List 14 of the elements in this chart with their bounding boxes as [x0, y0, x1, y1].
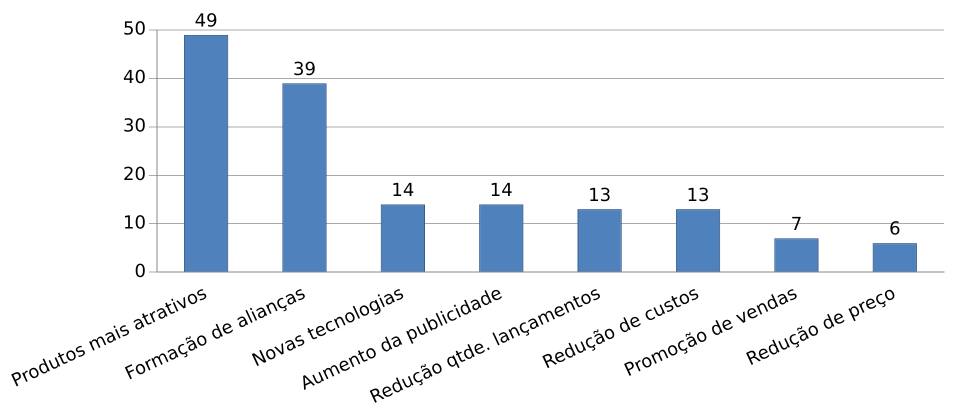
y-tick-label: 20 — [123, 164, 146, 185]
data-label: 13 — [588, 184, 612, 206]
y-tick-label: 40 — [123, 67, 146, 88]
data-label: 13 — [686, 184, 710, 206]
data-label: 39 — [293, 58, 316, 80]
data-label: 6 — [889, 218, 901, 240]
data-label: 14 — [391, 180, 414, 201]
y-tick-label: 0 — [134, 260, 146, 282]
data-label: 14 — [490, 180, 513, 201]
data-label: 49 — [194, 10, 218, 32]
y-tick-label: 10 — [123, 212, 146, 234]
y-tick-label: 30 — [123, 116, 146, 137]
data-label: 7 — [790, 214, 802, 235]
y-tick-label: 50 — [123, 18, 146, 40]
